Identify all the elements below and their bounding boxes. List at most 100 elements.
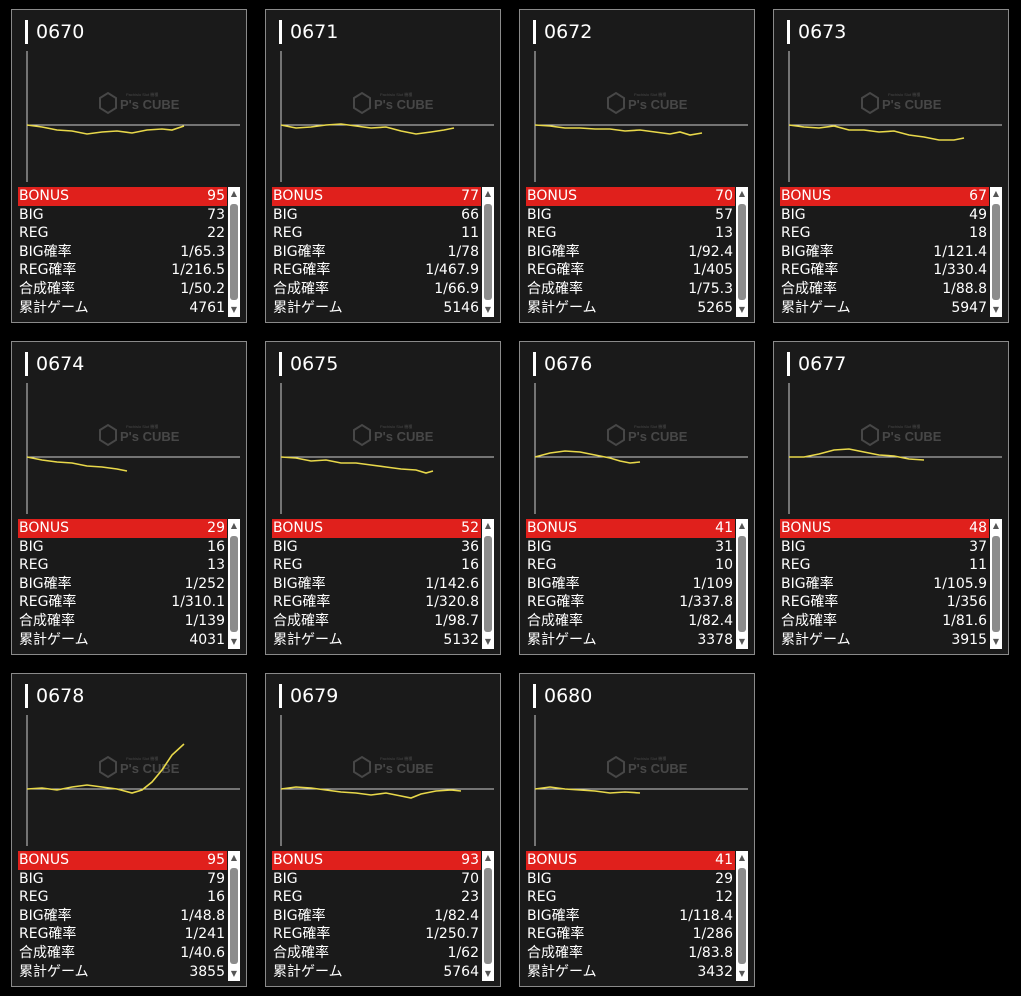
machine-card[interactable]: 0673 P's CUBE Pachislo Slot 機種 BONUS 67 BIG 49… — [773, 9, 1009, 323]
stat-row-total-games: 累計ゲーム 5265 — [526, 299, 735, 318]
cube-logo-icon — [353, 755, 371, 779]
stat-row-bonus: BONUS 70 — [526, 187, 735, 206]
scroll-down-icon[interactable]: ▼ — [484, 305, 492, 314]
stat-label: REG確率 — [273, 262, 331, 279]
machine-card[interactable]: 0679 P's CUBE Pachislo Slot 機種 BONUS 93 BIG 70… — [265, 673, 501, 987]
machine-number: 0679 — [279, 684, 338, 708]
stats-scrollbar[interactable]: ▲ ▼ — [482, 519, 494, 649]
machine-card[interactable]: 0676 P's CUBE Pachislo Slot 機種 BONUS 41 BIG 31… — [519, 341, 755, 655]
stat-value: 1/75.3 — [688, 280, 733, 297]
stat-value: 1/142.6 — [425, 575, 479, 592]
stat-row-big: BIG 31 — [526, 538, 735, 557]
machine-card[interactable]: 0680 P's CUBE Pachislo Slot 機種 BONUS 41 BIG 29… — [519, 673, 755, 987]
stat-value: 52 — [461, 520, 479, 536]
stats-scrollbar[interactable]: ▲ ▼ — [482, 851, 494, 981]
stats-scrollbar[interactable]: ▲ ▼ — [990, 187, 1002, 317]
watermark-tagline: Pachislo Slot 機種 — [634, 755, 666, 761]
watermark-tagline: Pachislo Slot 機種 — [126, 755, 158, 761]
scroll-down-icon[interactable]: ▼ — [738, 305, 746, 314]
stat-label: BONUS — [781, 520, 831, 536]
stats-scrollbar[interactable]: ▲ ▼ — [228, 519, 240, 649]
stat-value: 1/139 — [184, 612, 225, 629]
stats-scrollbar[interactable]: ▲ ▼ — [228, 851, 240, 981]
machine-card[interactable]: 0674 P's CUBE Pachislo Slot 機種 BONUS 29 BIG 16… — [11, 341, 247, 655]
stat-value: 1/216.5 — [171, 262, 225, 279]
machine-card[interactable]: 0670 P's CUBE Pachislo Slot 機種 BONUS 95 BIG 73… — [11, 9, 247, 323]
stat-row-big-rate: BIG確率 1/82.4 — [272, 907, 481, 926]
scroll-up-icon[interactable]: ▲ — [738, 521, 746, 530]
scroll-thumb[interactable] — [484, 868, 492, 964]
cube-logo-icon — [99, 755, 117, 779]
machine-card[interactable]: 0675 P's CUBE Pachislo Slot 機種 BONUS 52 BIG 36… — [265, 341, 501, 655]
scroll-up-icon[interactable]: ▲ — [992, 521, 1000, 530]
scroll-down-icon[interactable]: ▼ — [230, 305, 238, 314]
watermark-tagline: Pachislo Slot 機種 — [380, 423, 412, 429]
machine-card[interactable]: 0677 P's CUBE Pachislo Slot 機種 BONUS 48 BIG 37… — [773, 341, 1009, 655]
scroll-down-icon[interactable]: ▼ — [230, 637, 238, 646]
scroll-thumb[interactable] — [484, 536, 492, 632]
scroll-down-icon[interactable]: ▼ — [230, 969, 238, 978]
scroll-up-icon[interactable]: ▲ — [484, 189, 492, 198]
scroll-up-icon[interactable]: ▲ — [230, 853, 238, 862]
stat-value: 16 — [207, 889, 225, 906]
stat-value: 16 — [461, 557, 479, 574]
scroll-up-icon[interactable]: ▲ — [230, 521, 238, 530]
machine-number: 0677 — [787, 352, 846, 376]
stat-row-bonus: BONUS 95 — [18, 851, 227, 870]
scroll-thumb[interactable] — [738, 536, 746, 632]
scroll-up-icon[interactable]: ▲ — [484, 521, 492, 530]
scroll-up-icon[interactable]: ▲ — [738, 853, 746, 862]
stat-label: REG — [527, 557, 557, 574]
scroll-down-icon[interactable]: ▼ — [484, 637, 492, 646]
stat-label: REG — [527, 889, 557, 906]
stats-scrollbar[interactable]: ▲ ▼ — [990, 519, 1002, 649]
stat-value: 1/467.9 — [425, 262, 479, 279]
scroll-up-icon[interactable]: ▲ — [230, 189, 238, 198]
stat-row-total-games: 累計ゲーム 3432 — [526, 963, 735, 982]
stat-row-total-games: 累計ゲーム 4031 — [18, 631, 227, 650]
stat-value: 10 — [715, 557, 733, 574]
stats-scrollbar[interactable]: ▲ ▼ — [736, 519, 748, 649]
scroll-thumb[interactable] — [230, 204, 238, 300]
stats-scrollbar[interactable]: ▲ ▼ — [482, 187, 494, 317]
cube-logo-icon — [861, 91, 879, 115]
stat-row-reg-rate: REG確率 1/286 — [526, 925, 735, 944]
scroll-thumb[interactable] — [230, 536, 238, 632]
scroll-thumb[interactable] — [230, 868, 238, 964]
stat-row-reg-rate: REG確率 1/216.5 — [18, 261, 227, 280]
stat-row-reg-rate: REG確率 1/241 — [18, 925, 227, 944]
scroll-down-icon[interactable]: ▼ — [484, 969, 492, 978]
stat-row-big-rate: BIG確率 1/48.8 — [18, 907, 227, 926]
scroll-thumb[interactable] — [992, 204, 1000, 300]
scroll-thumb[interactable] — [738, 868, 746, 964]
scroll-thumb[interactable] — [738, 204, 746, 300]
stats-scrollbar[interactable]: ▲ ▼ — [736, 851, 748, 981]
scroll-down-icon[interactable]: ▼ — [738, 637, 746, 646]
stat-label: REG確率 — [781, 262, 839, 279]
stat-row-bonus: BONUS 77 — [272, 187, 481, 206]
watermark-brand: P's CUBE — [120, 761, 180, 776]
machine-card[interactable]: 0678 P's CUBE Pachislo Slot 機種 BONUS 95 BIG 79… — [11, 673, 247, 987]
scroll-thumb[interactable] — [484, 204, 492, 300]
stat-label: REG確率 — [527, 926, 585, 943]
stat-value: 1/118.4 — [679, 907, 733, 924]
machine-card[interactable]: 0672 P's CUBE Pachislo Slot 機種 BONUS 70 BIG 57… — [519, 9, 755, 323]
scroll-down-icon[interactable]: ▼ — [738, 969, 746, 978]
machine-number: 0670 — [25, 20, 84, 44]
scroll-thumb[interactable] — [992, 536, 1000, 632]
scroll-up-icon[interactable]: ▲ — [484, 853, 492, 862]
stat-value: 1/81.6 — [942, 612, 987, 629]
slump-line — [789, 448, 925, 461]
scroll-down-icon[interactable]: ▼ — [992, 637, 1000, 646]
stat-row-reg: REG 23 — [272, 888, 481, 907]
machine-card[interactable]: 0671 P's CUBE Pachislo Slot 機種 BONUS 77 BIG 66… — [265, 9, 501, 323]
scroll-down-icon[interactable]: ▼ — [992, 305, 1000, 314]
scroll-up-icon[interactable]: ▲ — [992, 189, 1000, 198]
stats-scrollbar[interactable]: ▲ ▼ — [228, 187, 240, 317]
stats-scrollbar[interactable]: ▲ ▼ — [736, 187, 748, 317]
scroll-up-icon[interactable]: ▲ — [738, 189, 746, 198]
stat-row-big: BIG 49 — [780, 206, 989, 225]
